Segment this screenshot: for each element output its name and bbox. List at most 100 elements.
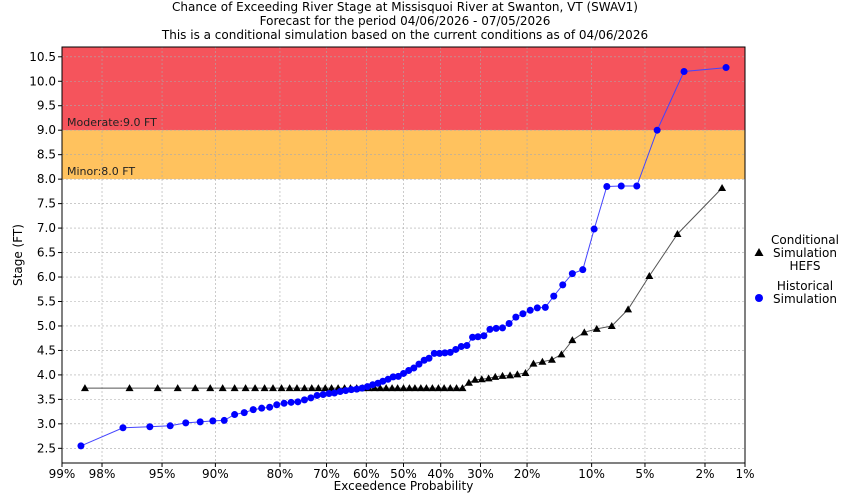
hefs-point bbox=[464, 378, 473, 386]
historical-point bbox=[452, 345, 460, 353]
hefs-point bbox=[153, 384, 162, 392]
historical-point bbox=[680, 67, 688, 75]
historical-point bbox=[425, 354, 433, 362]
y-tick-label: 10.5 bbox=[29, 50, 56, 64]
x-axis-label: Exceedence Probability bbox=[334, 479, 474, 493]
hefs-point bbox=[452, 384, 461, 392]
hefs-point bbox=[382, 384, 391, 392]
historical-point bbox=[342, 387, 350, 395]
historical-point bbox=[347, 386, 355, 394]
hefs-point bbox=[399, 384, 408, 392]
hefs-point bbox=[80, 384, 89, 392]
hefs-point bbox=[513, 370, 522, 378]
hefs-point bbox=[388, 384, 397, 392]
historical-point bbox=[603, 182, 611, 190]
hefs-point bbox=[268, 384, 277, 392]
historical-point bbox=[541, 303, 549, 311]
hefs-point bbox=[529, 359, 538, 367]
historical-point bbox=[469, 333, 477, 341]
hefs-point bbox=[471, 375, 480, 383]
historical-point bbox=[231, 411, 239, 419]
historical-point bbox=[394, 372, 402, 380]
x-tick-label: 2% bbox=[695, 467, 714, 481]
legend-circle-marker bbox=[755, 294, 763, 302]
historical-point bbox=[430, 349, 438, 357]
y-tick-label: 7.5 bbox=[37, 197, 56, 211]
x-tick-label: 98% bbox=[89, 467, 116, 481]
y-tick-label: 2.5 bbox=[37, 441, 56, 455]
hefs-point bbox=[484, 374, 493, 382]
hefs-point bbox=[607, 321, 616, 329]
hefs-point bbox=[458, 384, 467, 392]
historical-point bbox=[492, 324, 500, 332]
hefs-point bbox=[393, 384, 402, 392]
historical-point bbox=[258, 404, 266, 412]
y-tick-label: 5.0 bbox=[37, 319, 56, 333]
hefs-point bbox=[422, 384, 431, 392]
legend-item-hefs: Conditional Simulation HEFS bbox=[752, 234, 850, 273]
historical-point bbox=[463, 342, 471, 350]
historical-point bbox=[319, 390, 327, 398]
legend-label-hefs: Conditional Simulation HEFS bbox=[771, 233, 839, 273]
y-tick-label: 8.5 bbox=[37, 148, 56, 162]
hefs-point bbox=[206, 384, 215, 392]
y-axis-label: Stage (FT) bbox=[11, 224, 25, 286]
hefs-point bbox=[491, 372, 500, 380]
y-tick-label: 3.5 bbox=[37, 392, 56, 406]
historical-point bbox=[280, 399, 288, 407]
historical-point bbox=[441, 349, 449, 357]
y-tick-label: 3.0 bbox=[37, 417, 56, 431]
historical-point bbox=[77, 442, 85, 450]
historical-point bbox=[146, 423, 154, 431]
hefs-point bbox=[277, 384, 286, 392]
hefs-point bbox=[405, 384, 414, 392]
historical-point bbox=[526, 306, 534, 314]
hefs-point bbox=[410, 384, 419, 392]
hefs-point bbox=[292, 384, 301, 392]
y-tick-label: 6.0 bbox=[37, 270, 56, 284]
historical-point bbox=[240, 409, 248, 417]
flood-band-label-0: Minor:8.0 FT bbox=[67, 165, 135, 178]
chart-subtitle-2: This is a conditional simulation based o… bbox=[161, 28, 649, 42]
hefs-point bbox=[547, 355, 556, 363]
hefs-point bbox=[285, 384, 294, 392]
historical-point bbox=[617, 182, 625, 190]
x-tick-label: 99% bbox=[49, 467, 76, 481]
hefs-point bbox=[376, 384, 385, 392]
historical-point bbox=[486, 325, 494, 333]
historical-point bbox=[336, 388, 344, 396]
historical-point bbox=[590, 225, 598, 233]
hefs-point bbox=[327, 384, 336, 392]
hefs-point bbox=[428, 384, 437, 392]
historical-point bbox=[358, 384, 366, 392]
hefs-point bbox=[446, 384, 455, 392]
hefs-point bbox=[191, 384, 200, 392]
historical-point bbox=[196, 418, 204, 426]
x-tick-label: 60% bbox=[353, 467, 380, 481]
hefs-point bbox=[125, 384, 134, 392]
y-tick-label: 5.5 bbox=[37, 294, 56, 308]
y-tick-label: 8.0 bbox=[37, 172, 56, 186]
chart-titles: Chance of Exceeding River Stage at Missi… bbox=[0, 0, 810, 42]
historical-point bbox=[119, 424, 127, 432]
historical-point bbox=[559, 281, 567, 289]
legend-triangle-marker bbox=[754, 248, 764, 256]
historical-point bbox=[512, 313, 520, 321]
hefs-point bbox=[321, 384, 330, 392]
hefs-point bbox=[307, 384, 316, 392]
y-tick-label: 10.0 bbox=[29, 74, 56, 88]
y-tick-label: 9.0 bbox=[37, 123, 56, 137]
historical-point bbox=[568, 270, 576, 278]
historical-point bbox=[505, 320, 513, 328]
historical-point bbox=[415, 360, 423, 368]
x-tick-label: 1% bbox=[735, 467, 754, 481]
historical-point bbox=[287, 398, 295, 406]
hefs-point bbox=[477, 375, 486, 383]
hefs-point bbox=[580, 328, 589, 336]
x-tick-label: 95% bbox=[149, 467, 176, 481]
historical-point bbox=[499, 324, 507, 332]
hefs-point bbox=[538, 357, 547, 365]
historical-point bbox=[480, 332, 488, 340]
historical-point bbox=[550, 292, 558, 300]
